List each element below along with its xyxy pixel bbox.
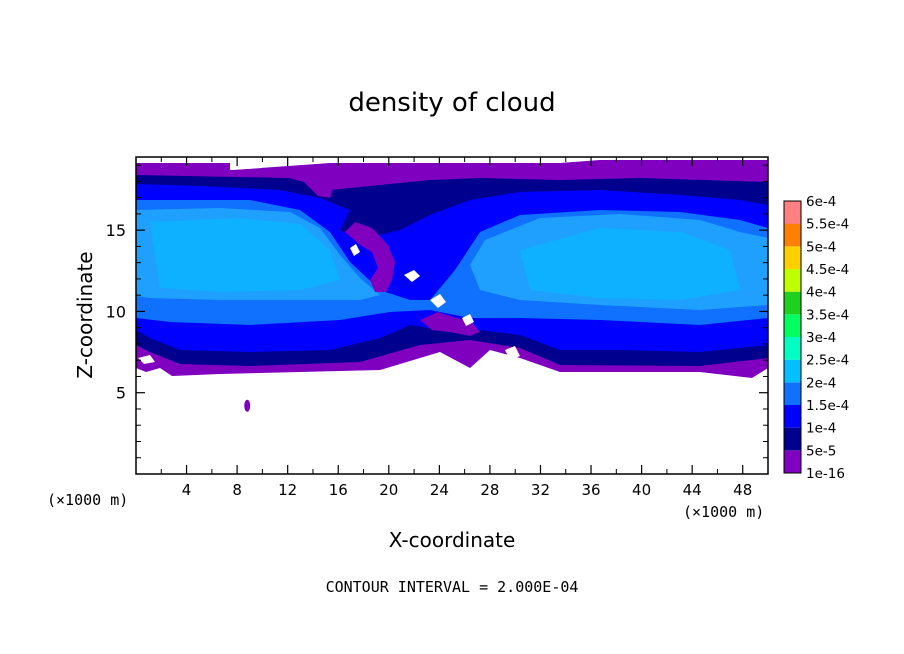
colorbar-swatch — [784, 314, 801, 337]
colorbar-swatch — [784, 427, 801, 451]
cloud-core-left — [150, 218, 340, 292]
colorbar-swatch — [784, 382, 801, 405]
turbulent-intrusion-1 — [345, 222, 395, 292]
colorbar-label: 6e-4 — [806, 194, 836, 210]
y-axis-label: Z-coordinate — [73, 251, 97, 378]
chart-title: density of cloud — [348, 88, 555, 118]
colorbar-swatch — [784, 450, 801, 473]
y-unit-label: (×1000 m) — [47, 491, 128, 509]
y-axis: 5 10 15 — [106, 164, 768, 459]
colorbar-frame — [783, 200, 802, 474]
colorbar: 1e-16 5e-5 1e-4 1.5e-4 2e-4 2.5e-4 3e-4 3.5e-4 4… — [783, 194, 849, 482]
contour-interval-footer: CONTOUR INTERVAL = 2.000E-04 — [326, 578, 579, 596]
isolated-cloud-patch — [244, 399, 251, 412]
y-tick-label: 5 — [116, 384, 126, 403]
colorbar-label: 5.5e-4 — [806, 217, 849, 233]
colorbar-label: 1.5e-4 — [806, 398, 849, 414]
x-tick-label: 28 — [480, 481, 499, 499]
cloud-core-right — [520, 228, 740, 300]
colorbar-swatch — [784, 269, 801, 292]
cloud-density-field — [136, 160, 768, 412]
y-tick-label: 10 — [106, 302, 126, 321]
colorbar-label: 5e-4 — [806, 239, 836, 255]
colorbar-label: 4.5e-4 — [806, 262, 849, 278]
colorbar-label: 3.5e-4 — [806, 307, 849, 323]
cloud-gap — [138, 355, 155, 364]
x-unit-label: (×1000 m) — [683, 503, 764, 521]
x-tick-label: 32 — [531, 481, 550, 499]
x-tick-label: 44 — [683, 481, 702, 499]
colorbar-label: 5e-5 — [806, 443, 836, 459]
colorbar-label: 4e-4 — [806, 285, 836, 301]
colorbar-label: 2.5e-4 — [806, 353, 849, 369]
turbulent-intrusion-3 — [300, 172, 335, 198]
colorbar-swatch-top — [784, 201, 801, 224]
y-tick-label: 15 — [106, 221, 126, 240]
cloud-gap — [404, 270, 420, 282]
x-tick-label: 12 — [278, 481, 297, 499]
cloud-gap — [418, 352, 446, 380]
cloud-gap — [505, 346, 520, 360]
x-tick-label: 24 — [430, 481, 449, 499]
colorbar-swatch — [784, 223, 801, 247]
turbulent-intrusion-2 — [420, 312, 480, 336]
colorbar-label: 1e-4 — [806, 421, 836, 437]
colorbar-label: 3e-4 — [806, 330, 836, 346]
cloud-gap — [430, 294, 446, 308]
x-tick-label: 16 — [329, 481, 348, 499]
cloud-gap — [230, 160, 262, 170]
x-tick-label: 40 — [632, 481, 651, 499]
colorbar-label: 1e-16 — [806, 466, 845, 482]
colorbar-swatch — [784, 291, 801, 315]
x-tick-label: 20 — [379, 481, 398, 499]
cloud-gap — [350, 244, 360, 256]
colorbar-swatch — [784, 337, 801, 360]
plot-area — [135, 156, 769, 475]
colorbar-swatch — [784, 405, 801, 428]
colorbar-swatch — [784, 359, 801, 383]
x-tick-label: 4 — [182, 481, 192, 499]
colorbar-swatch — [784, 246, 801, 269]
cloud-gap — [462, 314, 474, 326]
plot-frame — [135, 156, 769, 475]
x-tick-label: 36 — [581, 481, 600, 499]
x-axis: 4 8 12 16 20 24 28 32 36 40 44 48 — [160, 157, 752, 499]
x-tick-label: 8 — [232, 481, 242, 499]
x-axis-label: X-coordinate — [389, 528, 516, 552]
x-tick-label: 48 — [733, 481, 752, 499]
colorbar-label: 2e-4 — [806, 375, 836, 391]
